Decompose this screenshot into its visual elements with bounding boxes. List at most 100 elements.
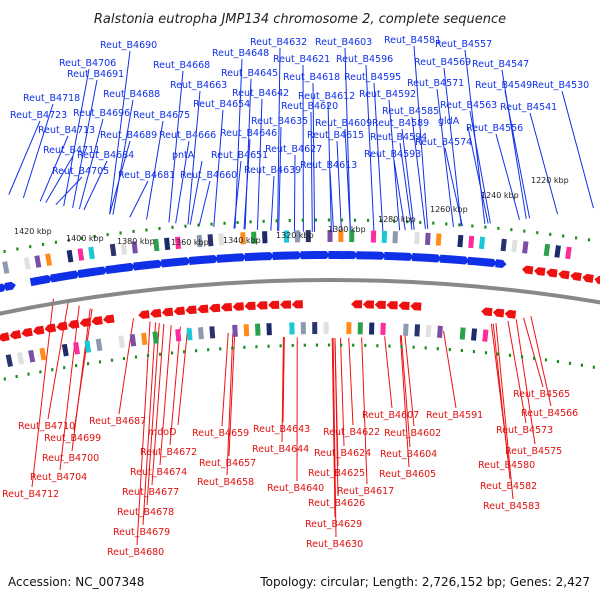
gene-label-top[interactable]: Reut_B4691 (67, 69, 124, 80)
gene-label-bottom[interactable]: Reut_B4657 (199, 458, 256, 469)
gene-label-top[interactable]: Reut_B4595 (344, 72, 401, 83)
gene-label-bottom[interactable]: Reut_B4687 (89, 416, 146, 427)
gene-label-bottom[interactable]: mdoD (148, 427, 176, 438)
gene-label-top[interactable]: Reut_B4646 (220, 128, 277, 139)
gene-label-bottom[interactable]: Reut_B4640 (267, 483, 324, 494)
gene-label-bottom[interactable]: Reut_B4680 (107, 547, 164, 558)
gene-label-top[interactable]: Reut_B4547 (472, 59, 529, 70)
gene-label-bottom[interactable]: Reut_B4710 (18, 421, 75, 432)
gene-label-top[interactable]: pntA (172, 150, 195, 161)
gene-label-bottom[interactable]: Reut_B4658 (197, 477, 254, 488)
gene-label-top[interactable]: Reut_B4713 (38, 125, 95, 136)
gene-label-top[interactable]: Reut_B4620 (281, 101, 338, 112)
gene-label-bottom[interactable]: Reut_B4643 (253, 424, 310, 435)
gene-label-bottom[interactable]: Reut_B4573 (496, 425, 553, 436)
gene-label-top[interactable]: Reut_B4593 (364, 149, 421, 160)
gene-label-bottom[interactable]: Reut_B4605 (379, 469, 436, 480)
gene-label-top[interactable]: Reut_B4615 (307, 130, 364, 141)
gene-label-bottom[interactable]: Reut_B4629 (305, 519, 362, 530)
gene-label-top[interactable]: Reut_B4574 (415, 137, 472, 148)
gene-label-top[interactable]: Reut_B4705 (52, 166, 109, 177)
gene-label-top[interactable]: Reut_B4648 (212, 48, 269, 59)
gene-label-top[interactable]: Reut_B4603 (315, 37, 372, 48)
gene-label-bottom[interactable]: Reut_B4604 (380, 449, 437, 460)
gene-label-bottom[interactable]: Reut_B4712 (2, 489, 59, 500)
gene-label-bottom[interactable]: Reut_B4591 (426, 410, 483, 421)
gene-label-top[interactable]: Reut_B4541 (500, 102, 557, 113)
gene-label-bottom[interactable]: Reut_B4575 (505, 446, 562, 457)
gene-label-top[interactable]: Reut_B4594 (370, 132, 427, 143)
gene-label-top[interactable]: Reut_B4681 (118, 170, 175, 181)
gene-label-top[interactable]: Reut_B4718 (23, 93, 80, 104)
gene-label-bottom[interactable]: Reut_B4699 (44, 433, 101, 444)
gene-label-top[interactable]: Reut_B4690 (100, 40, 157, 51)
gene-label-top[interactable]: gldA (438, 116, 460, 127)
gene-label-top[interactable]: Reut_B4569 (414, 57, 471, 68)
gene-label-bottom[interactable]: Reut_B4644 (252, 444, 309, 455)
gene-label-bottom[interactable]: Reut_B4659 (192, 428, 249, 439)
gene-label-top[interactable]: Reut_B4530 (532, 80, 589, 91)
gene-label-top[interactable]: Reut_B4612 (298, 91, 355, 102)
gene-label-top[interactable]: Reut_B4642 (232, 88, 289, 99)
gene-label-top[interactable]: Reut_B4651 (211, 150, 268, 161)
gene-label-bottom[interactable]: Reut_B4678 (117, 507, 174, 518)
gene-label-bottom[interactable]: Reut_B4625 (308, 468, 365, 479)
gene-label-bottom[interactable]: Reut_B4704 (30, 472, 87, 483)
tick-mark (536, 231, 539, 235)
gene-label-bottom[interactable]: Reut_B4607 (362, 410, 419, 421)
gene-label-top[interactable]: Reut_B4589 (372, 118, 429, 129)
gene-label-top[interactable]: Reut_B4618 (283, 72, 340, 83)
gene-label-bottom[interactable]: Reut_B4622 (323, 427, 380, 438)
gene-label-top[interactable]: Reut_B4654 (193, 99, 250, 110)
gene-feature-block (459, 327, 466, 340)
gene-label-top[interactable]: Reut_B4663 (170, 80, 227, 91)
gene-label-bottom[interactable]: Reut_B4679 (113, 527, 170, 538)
gene-label-bottom[interactable]: Reut_B4674 (130, 467, 187, 478)
gene-label-top[interactable]: Reut_B4635 (251, 116, 308, 127)
gene-label-top[interactable]: Reut_B4675 (133, 110, 190, 121)
gene-label-top[interactable]: Reut_B4696 (73, 108, 130, 119)
gene-label-top[interactable]: Reut_B4723 (10, 110, 67, 121)
gene-label-bottom[interactable]: Reut_B4677 (122, 487, 179, 498)
gene-label-top[interactable]: Reut_B4632 (250, 37, 307, 48)
gene-label-top[interactable]: Reut_B4711 (43, 145, 100, 156)
gene-label-top[interactable]: Reut_B4585 (382, 106, 439, 117)
gene-label-top[interactable]: Reut_B4557 (435, 39, 492, 50)
gene-label-top[interactable]: Reut_B4621 (273, 54, 330, 65)
gene-label-top[interactable]: Reut_B4609 (315, 118, 372, 129)
gene-label-bottom[interactable]: Reut_B4624 (314, 448, 371, 459)
gene-label-top[interactable]: Reut_B4549 (475, 80, 532, 91)
gene-label-bottom[interactable]: Reut_B4565 (513, 389, 570, 400)
gene-label-bottom[interactable]: Reut_B4583 (483, 501, 540, 512)
gene-label-top[interactable]: Reut_B4688 (103, 89, 160, 100)
gene-label-bottom[interactable]: Reut_B4630 (306, 539, 363, 550)
gene-label-top[interactable]: Reut_B4581 (384, 35, 441, 46)
gene-label-top[interactable]: Reut_B4689 (100, 130, 157, 141)
gene-label-top[interactable]: Reut_B4684 (77, 150, 134, 161)
gene-label-top[interactable]: Reut_B4639 (244, 165, 301, 176)
gene-label-bottom[interactable]: Reut_B4566 (521, 408, 578, 419)
tick-mark (195, 349, 198, 353)
gene-label-bottom[interactable]: Reut_B4672 (140, 447, 197, 458)
gene-label-bottom[interactable]: Reut_B4626 (308, 498, 365, 509)
gene-label-top[interactable]: Reut_B4596 (336, 54, 393, 65)
leader-line (492, 323, 511, 480)
gene-label-bottom[interactable]: Reut_B4602 (384, 428, 441, 439)
gene-label-top[interactable]: Reut_B4660 (180, 170, 237, 181)
gene-label-top[interactable]: Reut_B4645 (221, 68, 278, 79)
gene-label-top[interactable]: Reut_B4627 (265, 144, 322, 155)
gene-label-top[interactable]: Reut_B4563 (440, 100, 497, 111)
gene-label-top[interactable]: Reut_B4613 (300, 160, 357, 171)
gene-label-bottom[interactable]: Reut_B4582 (480, 481, 537, 492)
gene-label-top[interactable]: Reut_B4666 (159, 130, 216, 141)
gene-label-top[interactable]: Reut_B4556 (466, 123, 523, 134)
gene-label-bottom[interactable]: Reut_B4580 (478, 460, 535, 471)
gene-label-top[interactable]: Reut_B4571 (407, 78, 464, 89)
gene-label-bottom[interactable]: Reut_B4700 (42, 453, 99, 464)
gene-label-top[interactable]: Reut_B4592 (359, 89, 416, 100)
gene-feature-block (174, 236, 181, 250)
gene-label-bottom[interactable]: Reut_B4617 (337, 486, 394, 497)
gene-label-top[interactable]: Reut_B4668 (153, 60, 210, 71)
gene-label-top[interactable]: Reut_B4706 (59, 58, 116, 69)
reverse-gene-arrow (220, 302, 233, 312)
